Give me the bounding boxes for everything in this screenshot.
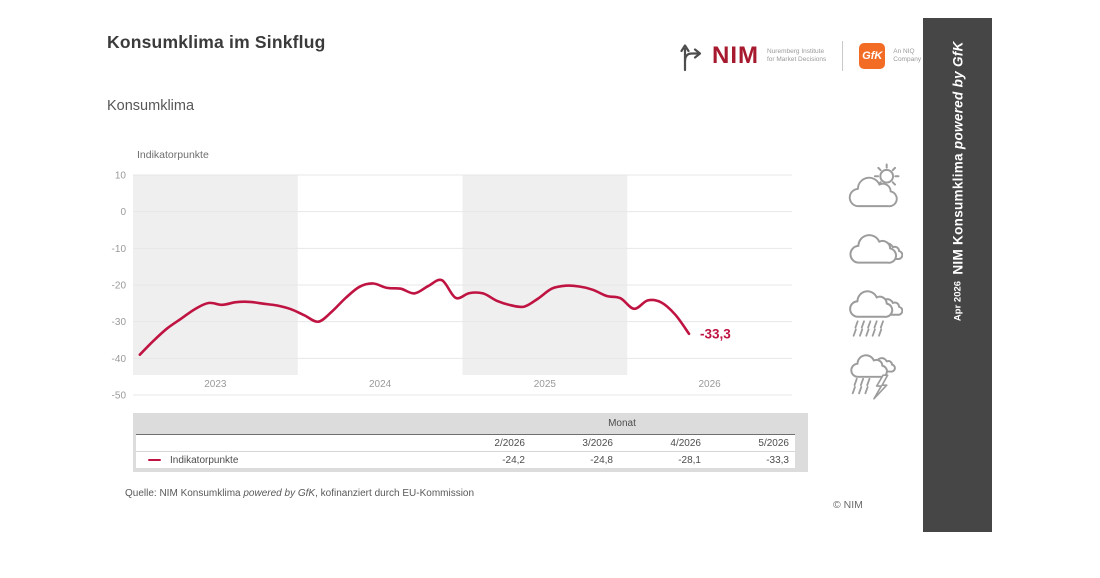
banner-title: NIM Konsumklima powered by GfK [950, 41, 965, 275]
weather-icon-column [845, 160, 909, 405]
header-logos: NIM Nuremberg Institute for Market Decis… [680, 40, 921, 72]
table-value-cell: -33,3 [766, 454, 789, 466]
table-column-header: 3/2026 [582, 437, 613, 449]
table-row-label: Indikatorpunkte [136, 455, 443, 466]
table-value-cell: -24,8 [590, 454, 613, 466]
nim-tagline: Nuremberg Institute for Market Decisions [767, 47, 827, 63]
rain-cloud-icon [849, 290, 903, 337]
copyright-note: © NIM [833, 499, 863, 511]
x-year-label: 2025 [534, 379, 557, 390]
table-value-cell: -28,1 [678, 454, 701, 466]
data-table: Monat 2/2026 3/2026 4/2026 5/2026 Indikator… [133, 413, 808, 472]
y-tick-label: 0 [120, 207, 126, 218]
table-value-cell: -24,2 [502, 454, 525, 466]
indicator-line [138, 278, 691, 356]
y-tick-label: -50 [112, 391, 127, 402]
y-tick-label: -40 [112, 354, 127, 365]
gfk-tagline: An NIQ Company [893, 47, 922, 63]
storm-cloud-icon [850, 354, 896, 400]
cloudy-icon [849, 234, 903, 264]
source-note: Quelle: NIM Konsumklima powered by GfK, … [125, 488, 475, 499]
table-column-header: 2/2026 [494, 437, 525, 449]
table-body: 2/2026 3/2026 4/2026 5/2026 Indikatorpunkte… [136, 434, 795, 468]
logo-divider [842, 41, 844, 71]
series-legend-dash-icon [148, 458, 161, 462]
y-axis-title: Indikatorpunkte [137, 149, 209, 161]
table-header-row: 2/2026 3/2026 4/2026 5/2026 [136, 435, 795, 452]
banner-date: Apr 2026 [952, 280, 963, 322]
table-column-header: 4/2026 [670, 437, 701, 449]
year-band [133, 175, 298, 375]
y-tick-label: -30 [112, 317, 127, 328]
y-tick-label: -10 [112, 244, 127, 255]
x-year-label: 2023 [204, 379, 227, 390]
table-column-header: 5/2026 [758, 437, 789, 449]
x-year-label: 2024 [369, 379, 392, 390]
y-tick-label: -20 [112, 281, 127, 292]
chart-title: Konsumklima [107, 98, 195, 114]
nim-logo: NIM [712, 42, 759, 69]
year-band [462, 175, 628, 375]
line-chart: 10 0 -10 -20 -30 -40 -50 Indikatorpunkte 2023 202… [112, 149, 792, 402]
vertical-banner: NIM Konsumklima powered by GfK Apr 2026 [923, 18, 992, 532]
sun-behind-cloud-icon [848, 163, 900, 208]
table-value-row: Indikatorpunkte -24,2 -24,8 -28,1 -33,3 [136, 452, 795, 468]
y-tick-label: 10 [115, 171, 127, 182]
x-year-label: 2026 [699, 379, 722, 390]
nim-arrow-icon [680, 44, 702, 72]
gfk-logo: GfK [859, 43, 886, 69]
last-value-label: -33,3 [700, 326, 731, 341]
page-title: Konsumklima im Sinkflug [107, 32, 326, 52]
table-group-header: Monat [608, 418, 636, 429]
